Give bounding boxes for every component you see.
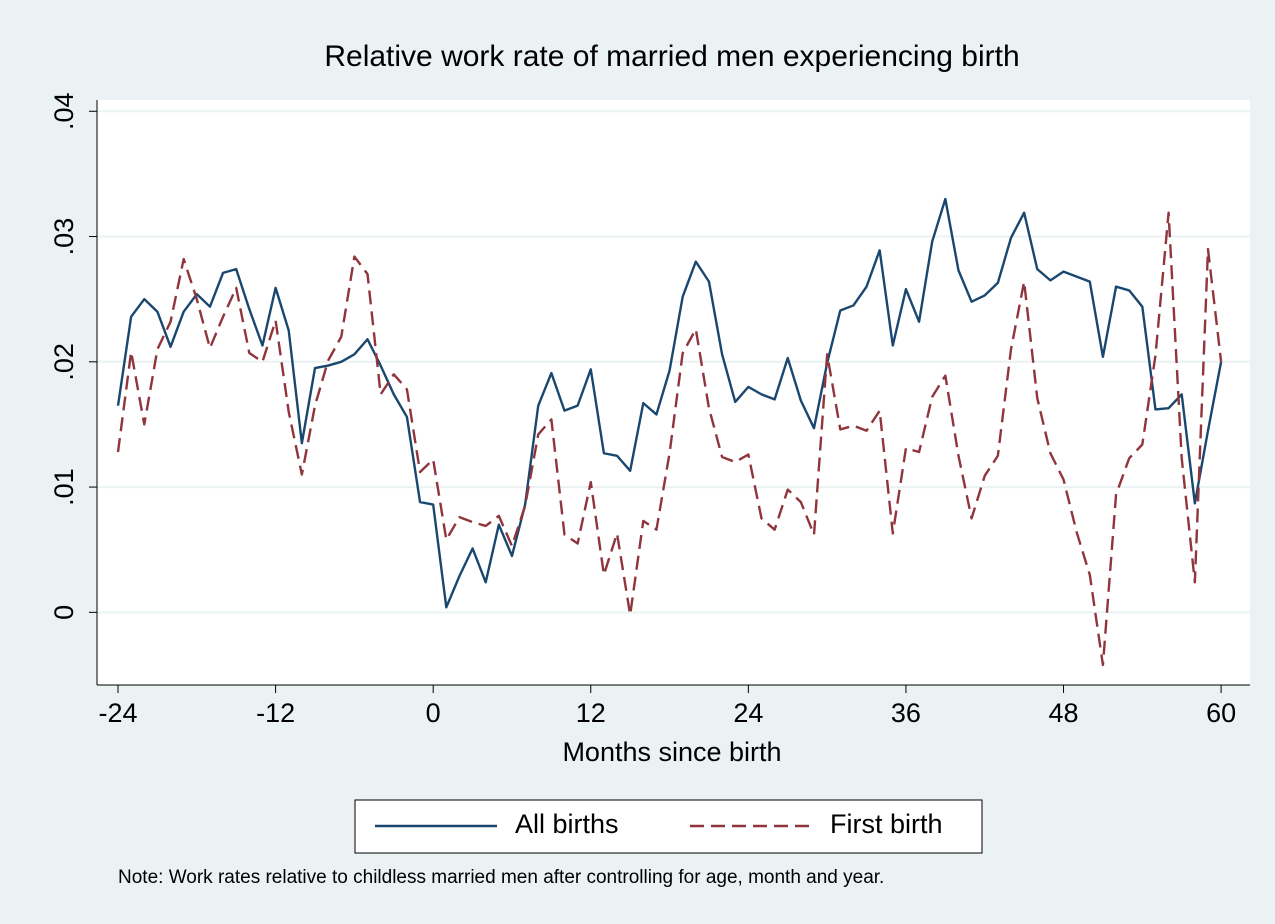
note: Note: Work rates relative to childless m… (118, 867, 884, 888)
x-tick-label: 36 (891, 698, 921, 728)
y-tick-label: .02 (49, 343, 79, 381)
legend-label: First birth (830, 809, 943, 839)
y-tick-label: .01 (49, 468, 79, 506)
x-tick-label: 48 (1049, 698, 1079, 728)
x-axis-label: Months since birth (562, 737, 781, 767)
x-tick-label: 0 (426, 698, 441, 728)
series-line (116, 211, 1223, 667)
x-tick-label: 24 (733, 698, 763, 728)
series-line (116, 197, 1223, 609)
legend-label: All births (515, 809, 619, 839)
y-tick-label: .03 (49, 218, 79, 256)
x-tick-label: -12 (256, 698, 295, 728)
chart-title: Relative work rate of married men experi… (324, 40, 1019, 73)
x-tick-label: 60 (1206, 698, 1236, 728)
x-tick-label: -24 (98, 698, 137, 728)
y-tick-label: .04 (49, 93, 79, 131)
y-tick-label: 0 (49, 605, 79, 620)
plot-area (97, 100, 1250, 685)
x-tick-label: 12 (576, 698, 606, 728)
